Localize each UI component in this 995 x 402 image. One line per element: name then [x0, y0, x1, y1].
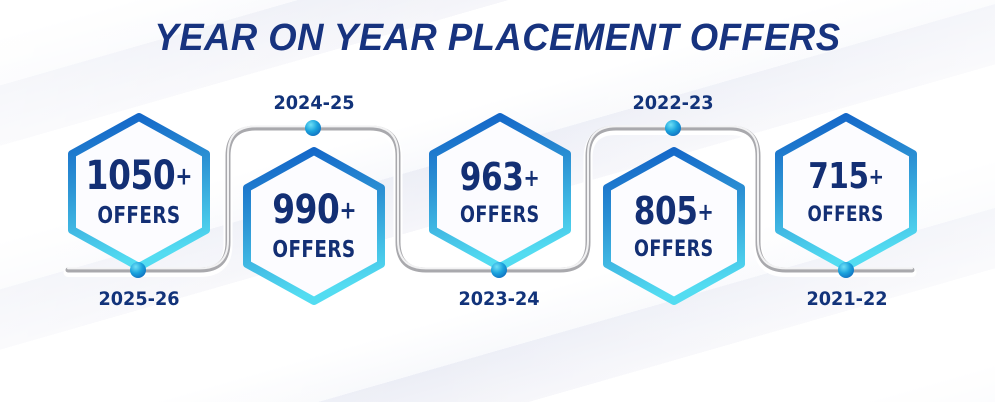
year-label-2023-24: 2023-24 [458, 288, 540, 310]
dot-2021-22 [838, 262, 854, 278]
year-label-2022-23: 2022-23 [632, 92, 714, 114]
page-title: YEAR ON YEAR PLACEMENT OFFERS [154, 17, 841, 59]
dot-2023-24 [491, 262, 507, 278]
year-label-2021-22: 2021-22 [806, 288, 888, 310]
year-label-2025-26: 2025-26 [98, 288, 180, 310]
dot-2024-25 [305, 120, 321, 136]
dot-2025-26 [130, 262, 146, 278]
dot-2022-23 [665, 120, 681, 136]
year-label-2024-25: 2024-25 [273, 92, 355, 114]
